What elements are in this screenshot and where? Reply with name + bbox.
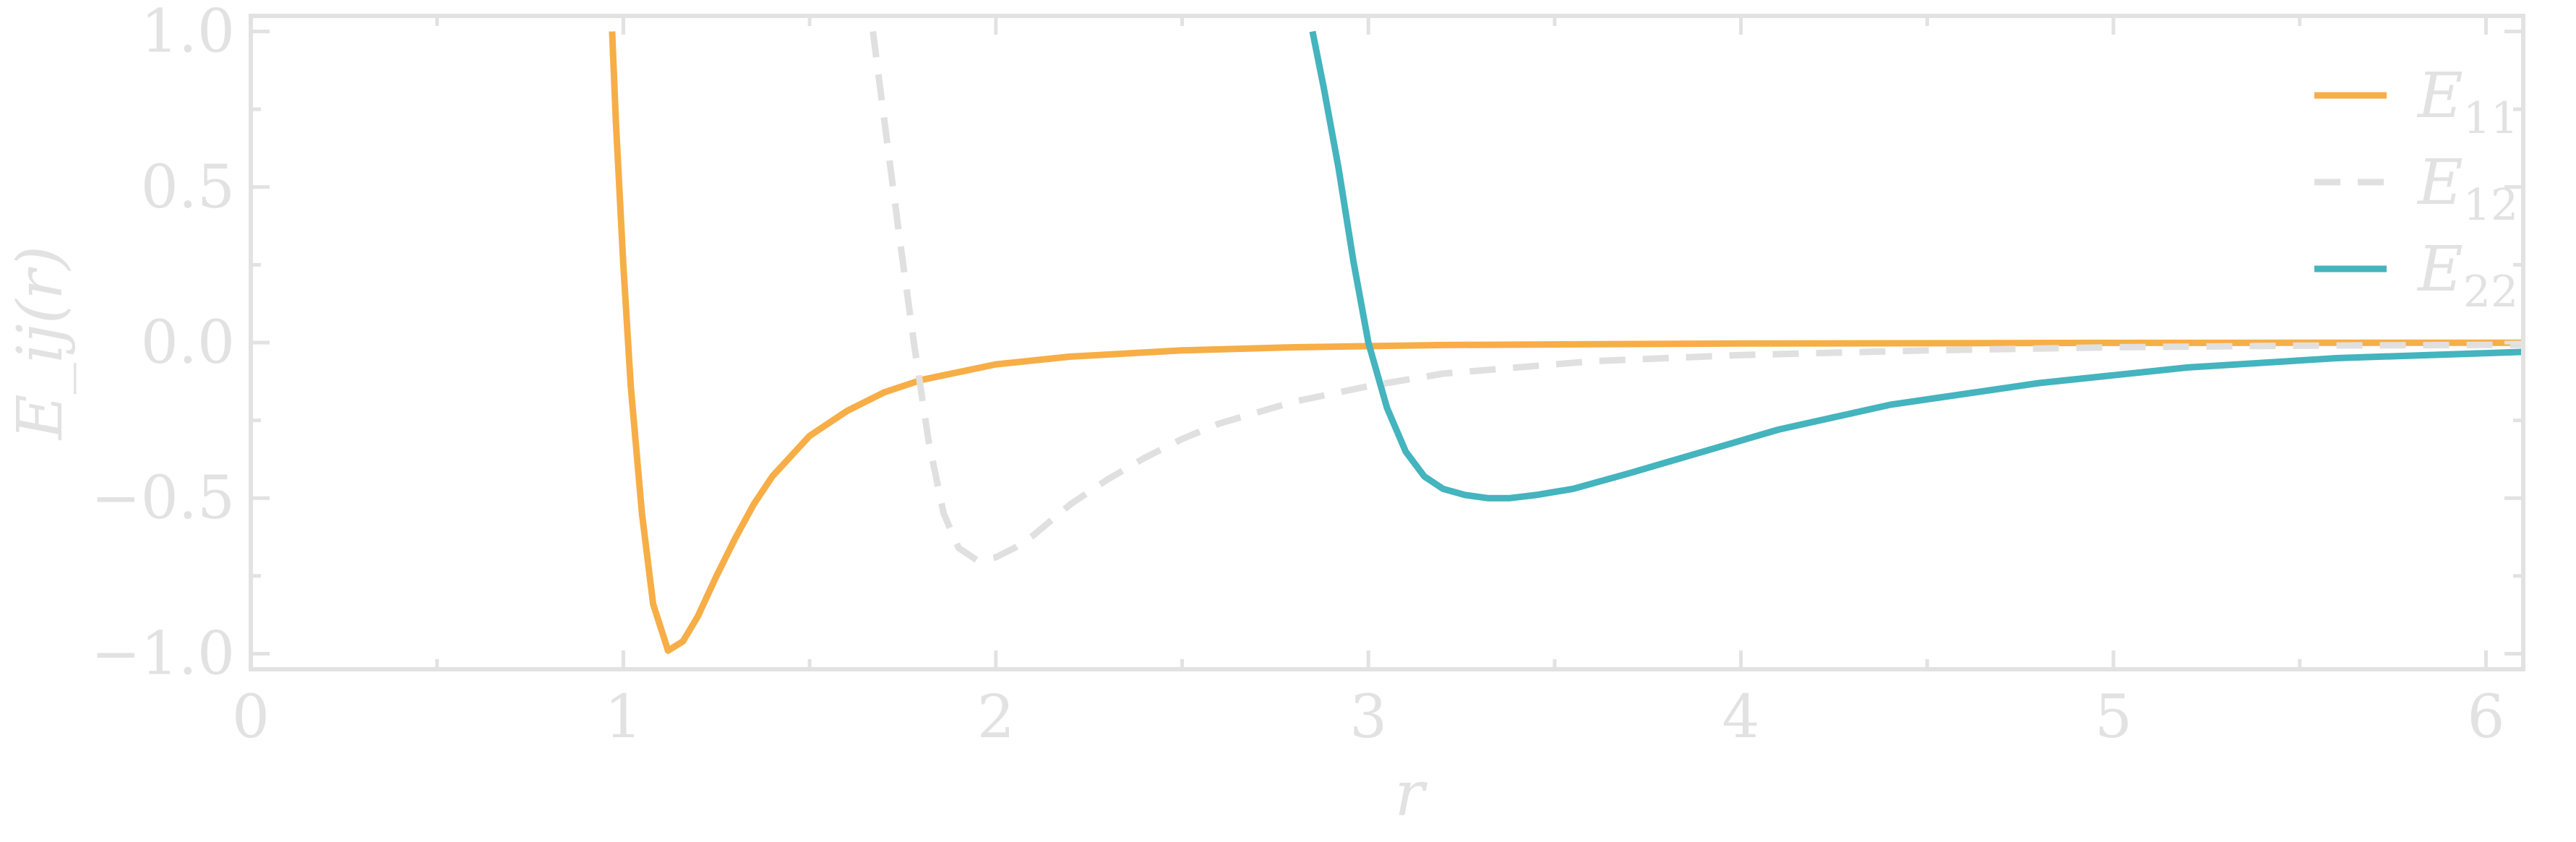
tick-layer: 0 1 2 3 4 5 6 −1.0 −0.5 0.0 0.5 1.0 xyxy=(91,0,2523,752)
legend-label-e12: E12 xyxy=(2416,147,2518,231)
x-tick-label: 2 xyxy=(977,683,1015,752)
series-line-e11 xyxy=(609,31,2523,654)
x-tick-label: 6 xyxy=(2467,683,2504,752)
series-layer xyxy=(609,30,2523,654)
x-tick-label: 0 xyxy=(232,683,270,752)
y-tick-label: 1.0 xyxy=(141,0,235,66)
y-tick-label: 0.0 xyxy=(141,309,235,377)
legend-label-e11: E11 xyxy=(2416,60,2518,144)
x-tick-label: 1 xyxy=(604,683,642,752)
y-tick-label: −0.5 xyxy=(91,464,235,533)
x-tick-label: 3 xyxy=(1349,683,1387,752)
y-axis-label: E_ij(r) xyxy=(4,246,77,441)
series-line-e22 xyxy=(1309,30,2523,502)
legend-label-e22: E22 xyxy=(2416,233,2518,317)
y-tick-label: 0.5 xyxy=(141,153,235,222)
y-tick-label: −1.0 xyxy=(91,619,235,688)
x-tick-label: 4 xyxy=(1722,683,1760,752)
x-axis-label: r xyxy=(1394,758,1427,830)
x-tick-label: 5 xyxy=(2095,683,2132,752)
series-line-e12 xyxy=(870,30,2523,564)
